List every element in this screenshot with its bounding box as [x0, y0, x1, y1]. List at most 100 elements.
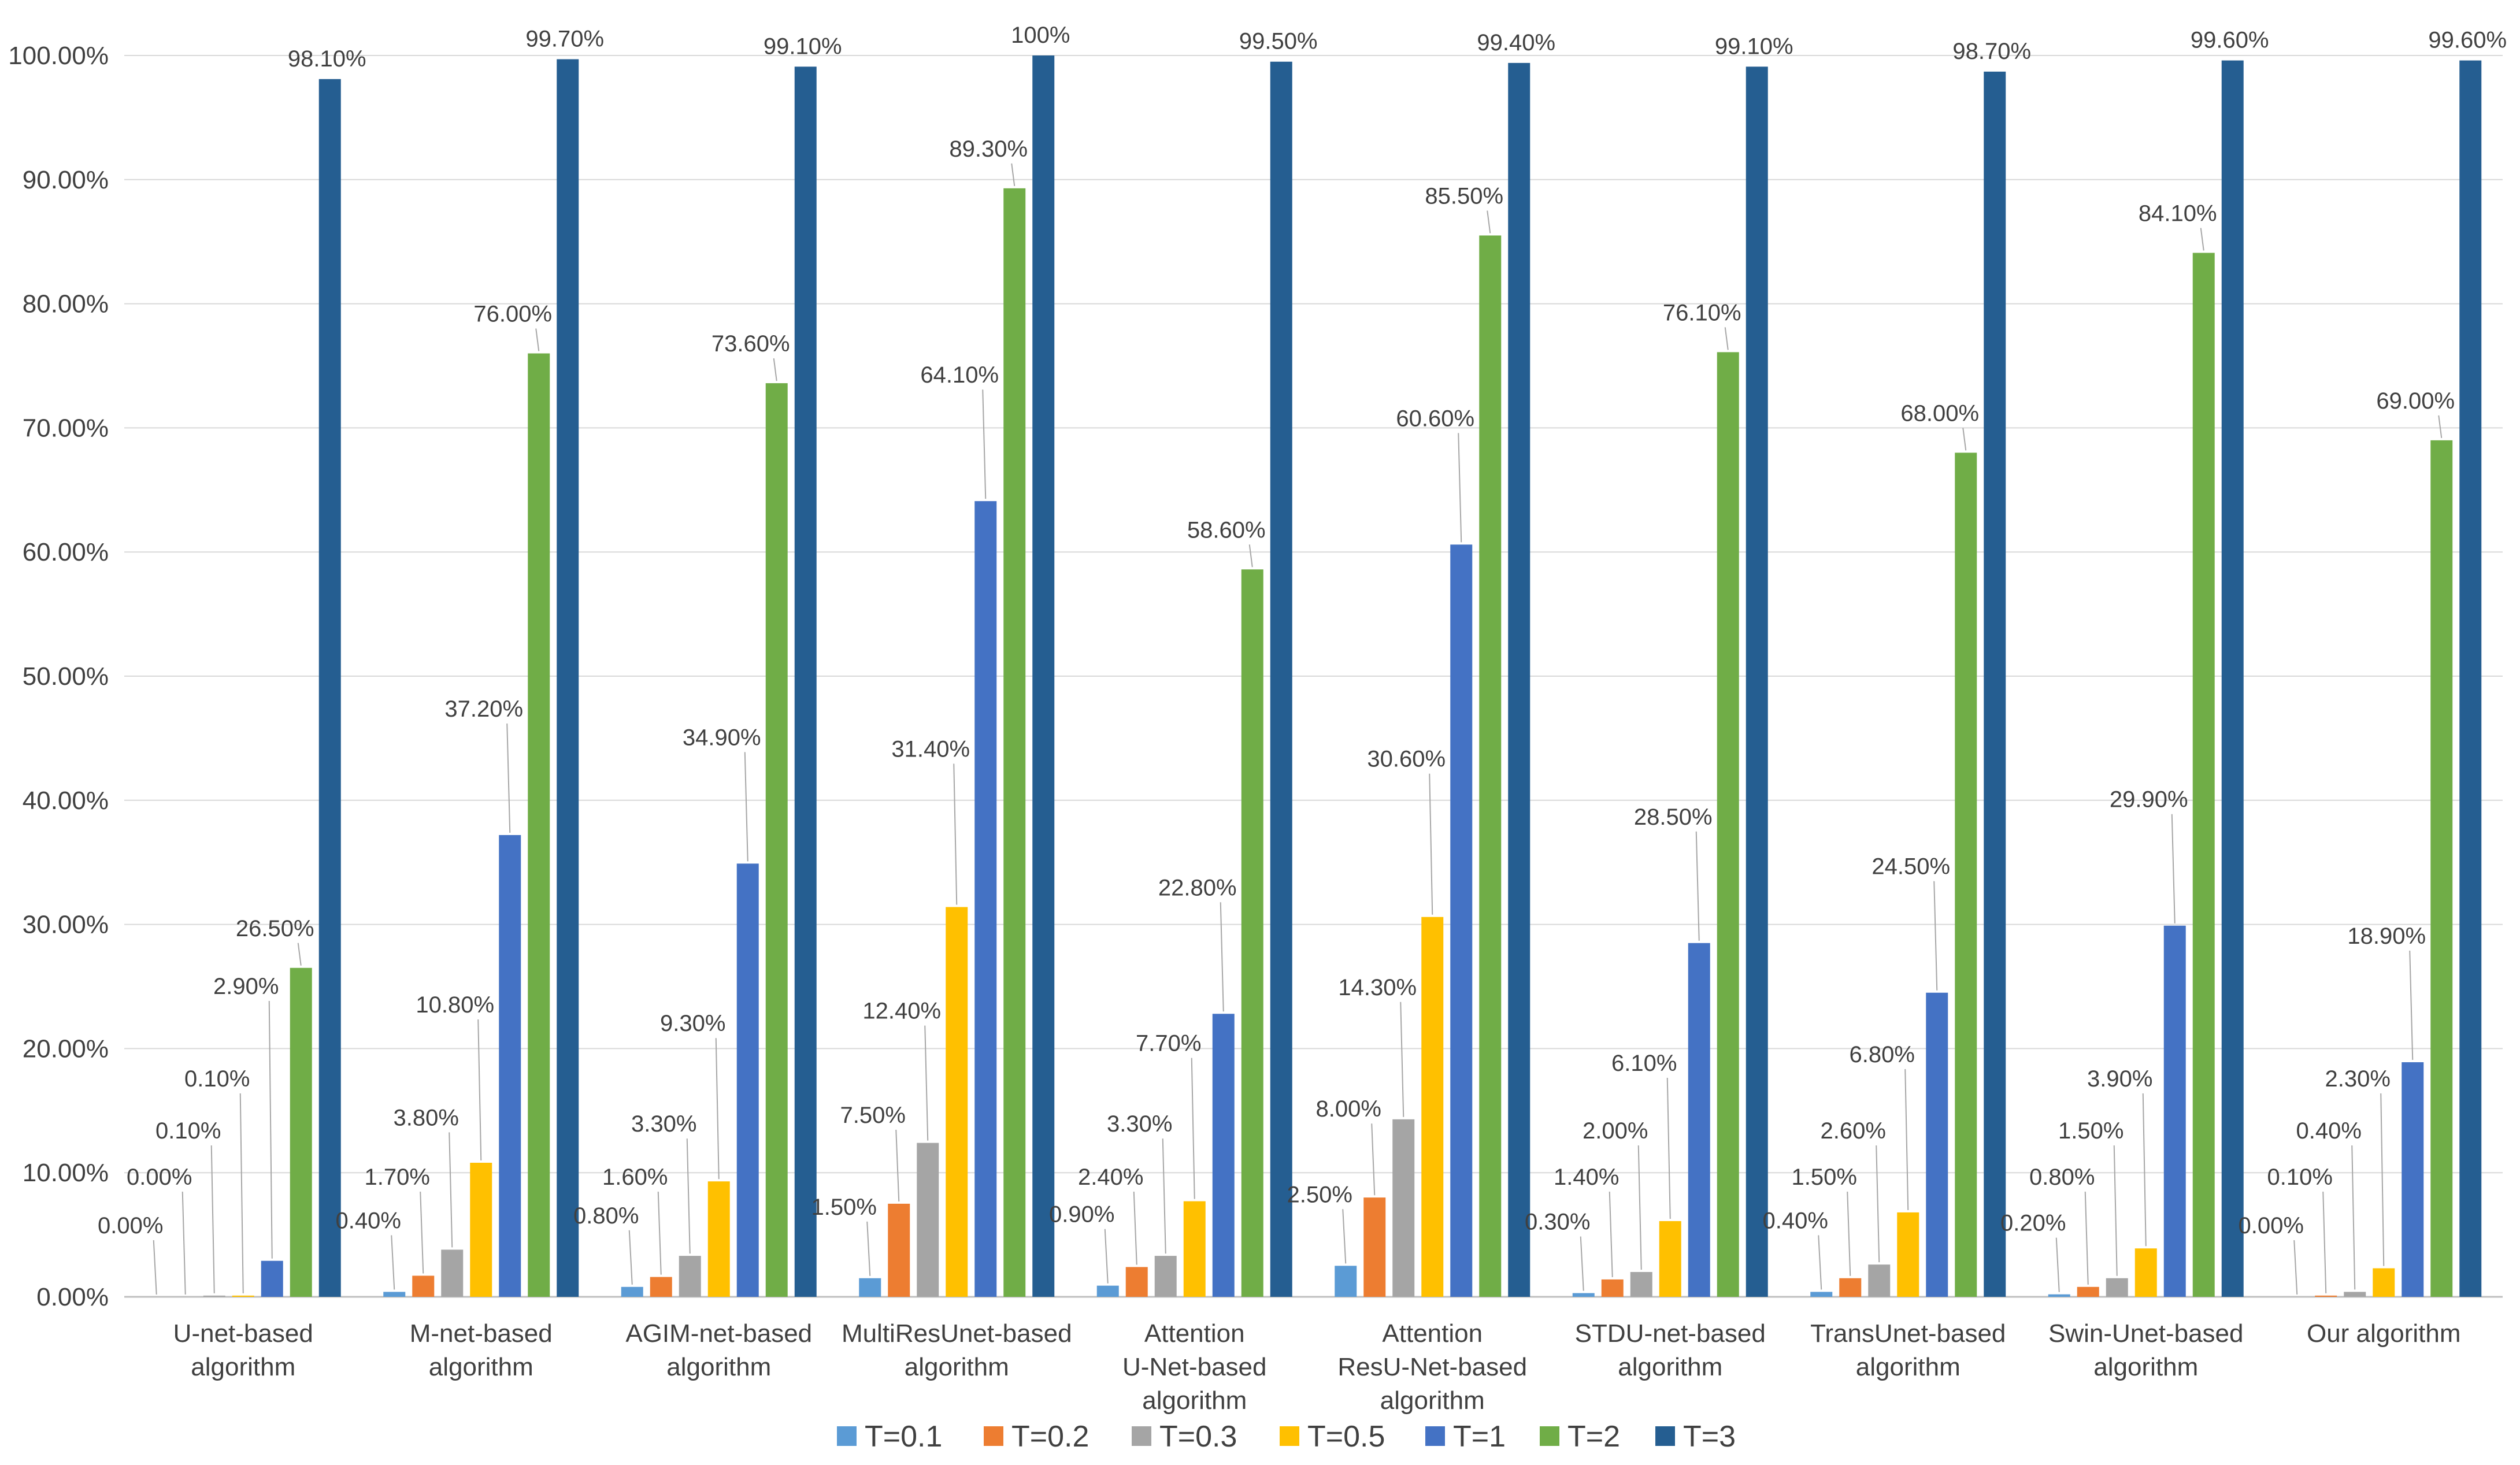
- bar: [765, 383, 788, 1297]
- legend-swatch: [837, 1426, 857, 1446]
- x-tick-label: Our algorithm: [2307, 1319, 2461, 1348]
- bar: [1096, 1285, 1119, 1297]
- x-tick-label: M-net-based: [410, 1319, 553, 1348]
- data-label: 7.70%: [1136, 1031, 1201, 1056]
- gridlines: [124, 55, 2503, 1298]
- x-axis-tick-labels: U-net-based algorithm M-net-based algorithm…: [173, 1319, 2461, 1415]
- legend-swatch: [1132, 1426, 1151, 1446]
- bar: [1154, 1256, 1177, 1297]
- leader-line: [477, 1019, 482, 1161]
- data-label: 99.70%: [525, 26, 604, 51]
- legend-swatch: [1540, 1426, 1559, 1446]
- data-label: 0.80%: [573, 1203, 639, 1229]
- legend-label: T=2: [1567, 1420, 1620, 1453]
- data-label: 3.80%: [394, 1105, 459, 1130]
- bar: [290, 967, 312, 1297]
- data-label: 99.10%: [764, 34, 842, 59]
- leader-line: [657, 1191, 662, 1275]
- legend-label: T=0.5: [1307, 1420, 1385, 1453]
- data-label: 0.40%: [1763, 1208, 1828, 1233]
- data-label: 99.40%: [1477, 30, 1555, 55]
- x-tick-label: Swin-Unet-based: [2048, 1319, 2244, 1348]
- data-label: 100%: [1011, 23, 1070, 48]
- bar: [2048, 1294, 2070, 1297]
- data-label: 99.10%: [1715, 34, 1793, 59]
- bar: [1241, 569, 1263, 1297]
- data-label: 30.60%: [1367, 747, 1446, 772]
- bar: [2221, 60, 2244, 1297]
- data-label: 37.20%: [444, 696, 523, 722]
- leader-line: [1429, 773, 1433, 915]
- leader-line: [2200, 228, 2204, 251]
- bar: [2315, 1295, 2337, 1297]
- data-label: 76.10%: [1663, 300, 1741, 325]
- leader-line: [2142, 1093, 2147, 1247]
- data-label: 34.90%: [683, 725, 761, 750]
- legend-swatch: [984, 1426, 1003, 1446]
- legend-label: T=1: [1453, 1420, 1506, 1453]
- data-label: 84.10%: [2139, 201, 2217, 227]
- bar: [2106, 1278, 2128, 1297]
- data-label: 1.50%: [1792, 1164, 1857, 1190]
- leader-line: [1962, 428, 1967, 451]
- leader-line: [1666, 1077, 1671, 1219]
- legend: T=0.1 T=0.2 T=0.3 T=0.5 T=1 T=2 T=3: [837, 1420, 1736, 1453]
- data-label: 2.00%: [1583, 1118, 1648, 1144]
- data-label: 14.30%: [1338, 975, 1417, 1000]
- data-label: 69.00%: [2376, 388, 2455, 414]
- leader-line: [239, 1093, 244, 1293]
- bar: [1746, 66, 1768, 1297]
- data-label: 85.50%: [1425, 183, 1503, 209]
- bar: [1955, 453, 1977, 1297]
- data-label: 76.00%: [473, 302, 552, 327]
- leader-line: [2293, 1240, 2298, 1295]
- y-tick-label: 40.00%: [23, 787, 109, 815]
- data-label: 0.40%: [336, 1208, 401, 1233]
- data-label: 0.90%: [1049, 1202, 1114, 1227]
- y-tick-label: 20.00%: [23, 1034, 109, 1063]
- bar: [1630, 1272, 1652, 1297]
- y-tick-label: 10.00%: [23, 1159, 109, 1187]
- y-tick-label: 90.00%: [23, 166, 109, 194]
- leader-line: [2171, 814, 2176, 923]
- y-tick-label: 50.00%: [23, 662, 109, 691]
- leader-line: [715, 1038, 720, 1180]
- bar: [1212, 1014, 1235, 1297]
- data-label: 0.40%: [2296, 1118, 2362, 1144]
- leader-line: [686, 1138, 691, 1254]
- bar: [2077, 1286, 2099, 1297]
- leader-line: [773, 358, 777, 381]
- leader-line: [1876, 1145, 1880, 1263]
- leader-line: [535, 328, 540, 351]
- data-label: 73.60%: [711, 331, 790, 357]
- leader-line: [982, 390, 987, 499]
- bar: [679, 1256, 701, 1297]
- data-label: 6.10%: [1611, 1051, 1677, 1076]
- bar: [412, 1275, 435, 1297]
- bar: [1717, 352, 1739, 1297]
- bar: [917, 1143, 939, 1297]
- leader-line: [1487, 210, 1491, 233]
- bar: [1392, 1119, 1415, 1297]
- data-label-leaders: [153, 163, 2443, 1295]
- bars: [203, 55, 2482, 1297]
- data-label: 22.80%: [1158, 875, 1237, 900]
- leader-line: [2322, 1191, 2327, 1293]
- data-label: 99.50%: [1239, 29, 1318, 54]
- data-label: 0.20%: [2000, 1211, 2066, 1236]
- x-tick-label: STDU-net-based: [1575, 1319, 1766, 1348]
- data-label: 1.40%: [1554, 1164, 1619, 1190]
- bar: [1984, 71, 2006, 1297]
- bar: [2344, 1292, 2366, 1297]
- data-label: 8.00%: [1316, 1096, 1381, 1122]
- leader-line: [1191, 1058, 1195, 1199]
- bar: [1508, 62, 1530, 1297]
- data-label: 98.70%: [1952, 39, 2031, 64]
- bar: [318, 79, 341, 1297]
- leader-line: [953, 763, 958, 905]
- bar: [2373, 1268, 2395, 1297]
- leader-line: [2380, 1093, 2385, 1266]
- leader-line: [1220, 902, 1224, 1012]
- data-label: 0.00%: [98, 1213, 163, 1238]
- x-tick-label: AGIM-net-based: [625, 1319, 812, 1348]
